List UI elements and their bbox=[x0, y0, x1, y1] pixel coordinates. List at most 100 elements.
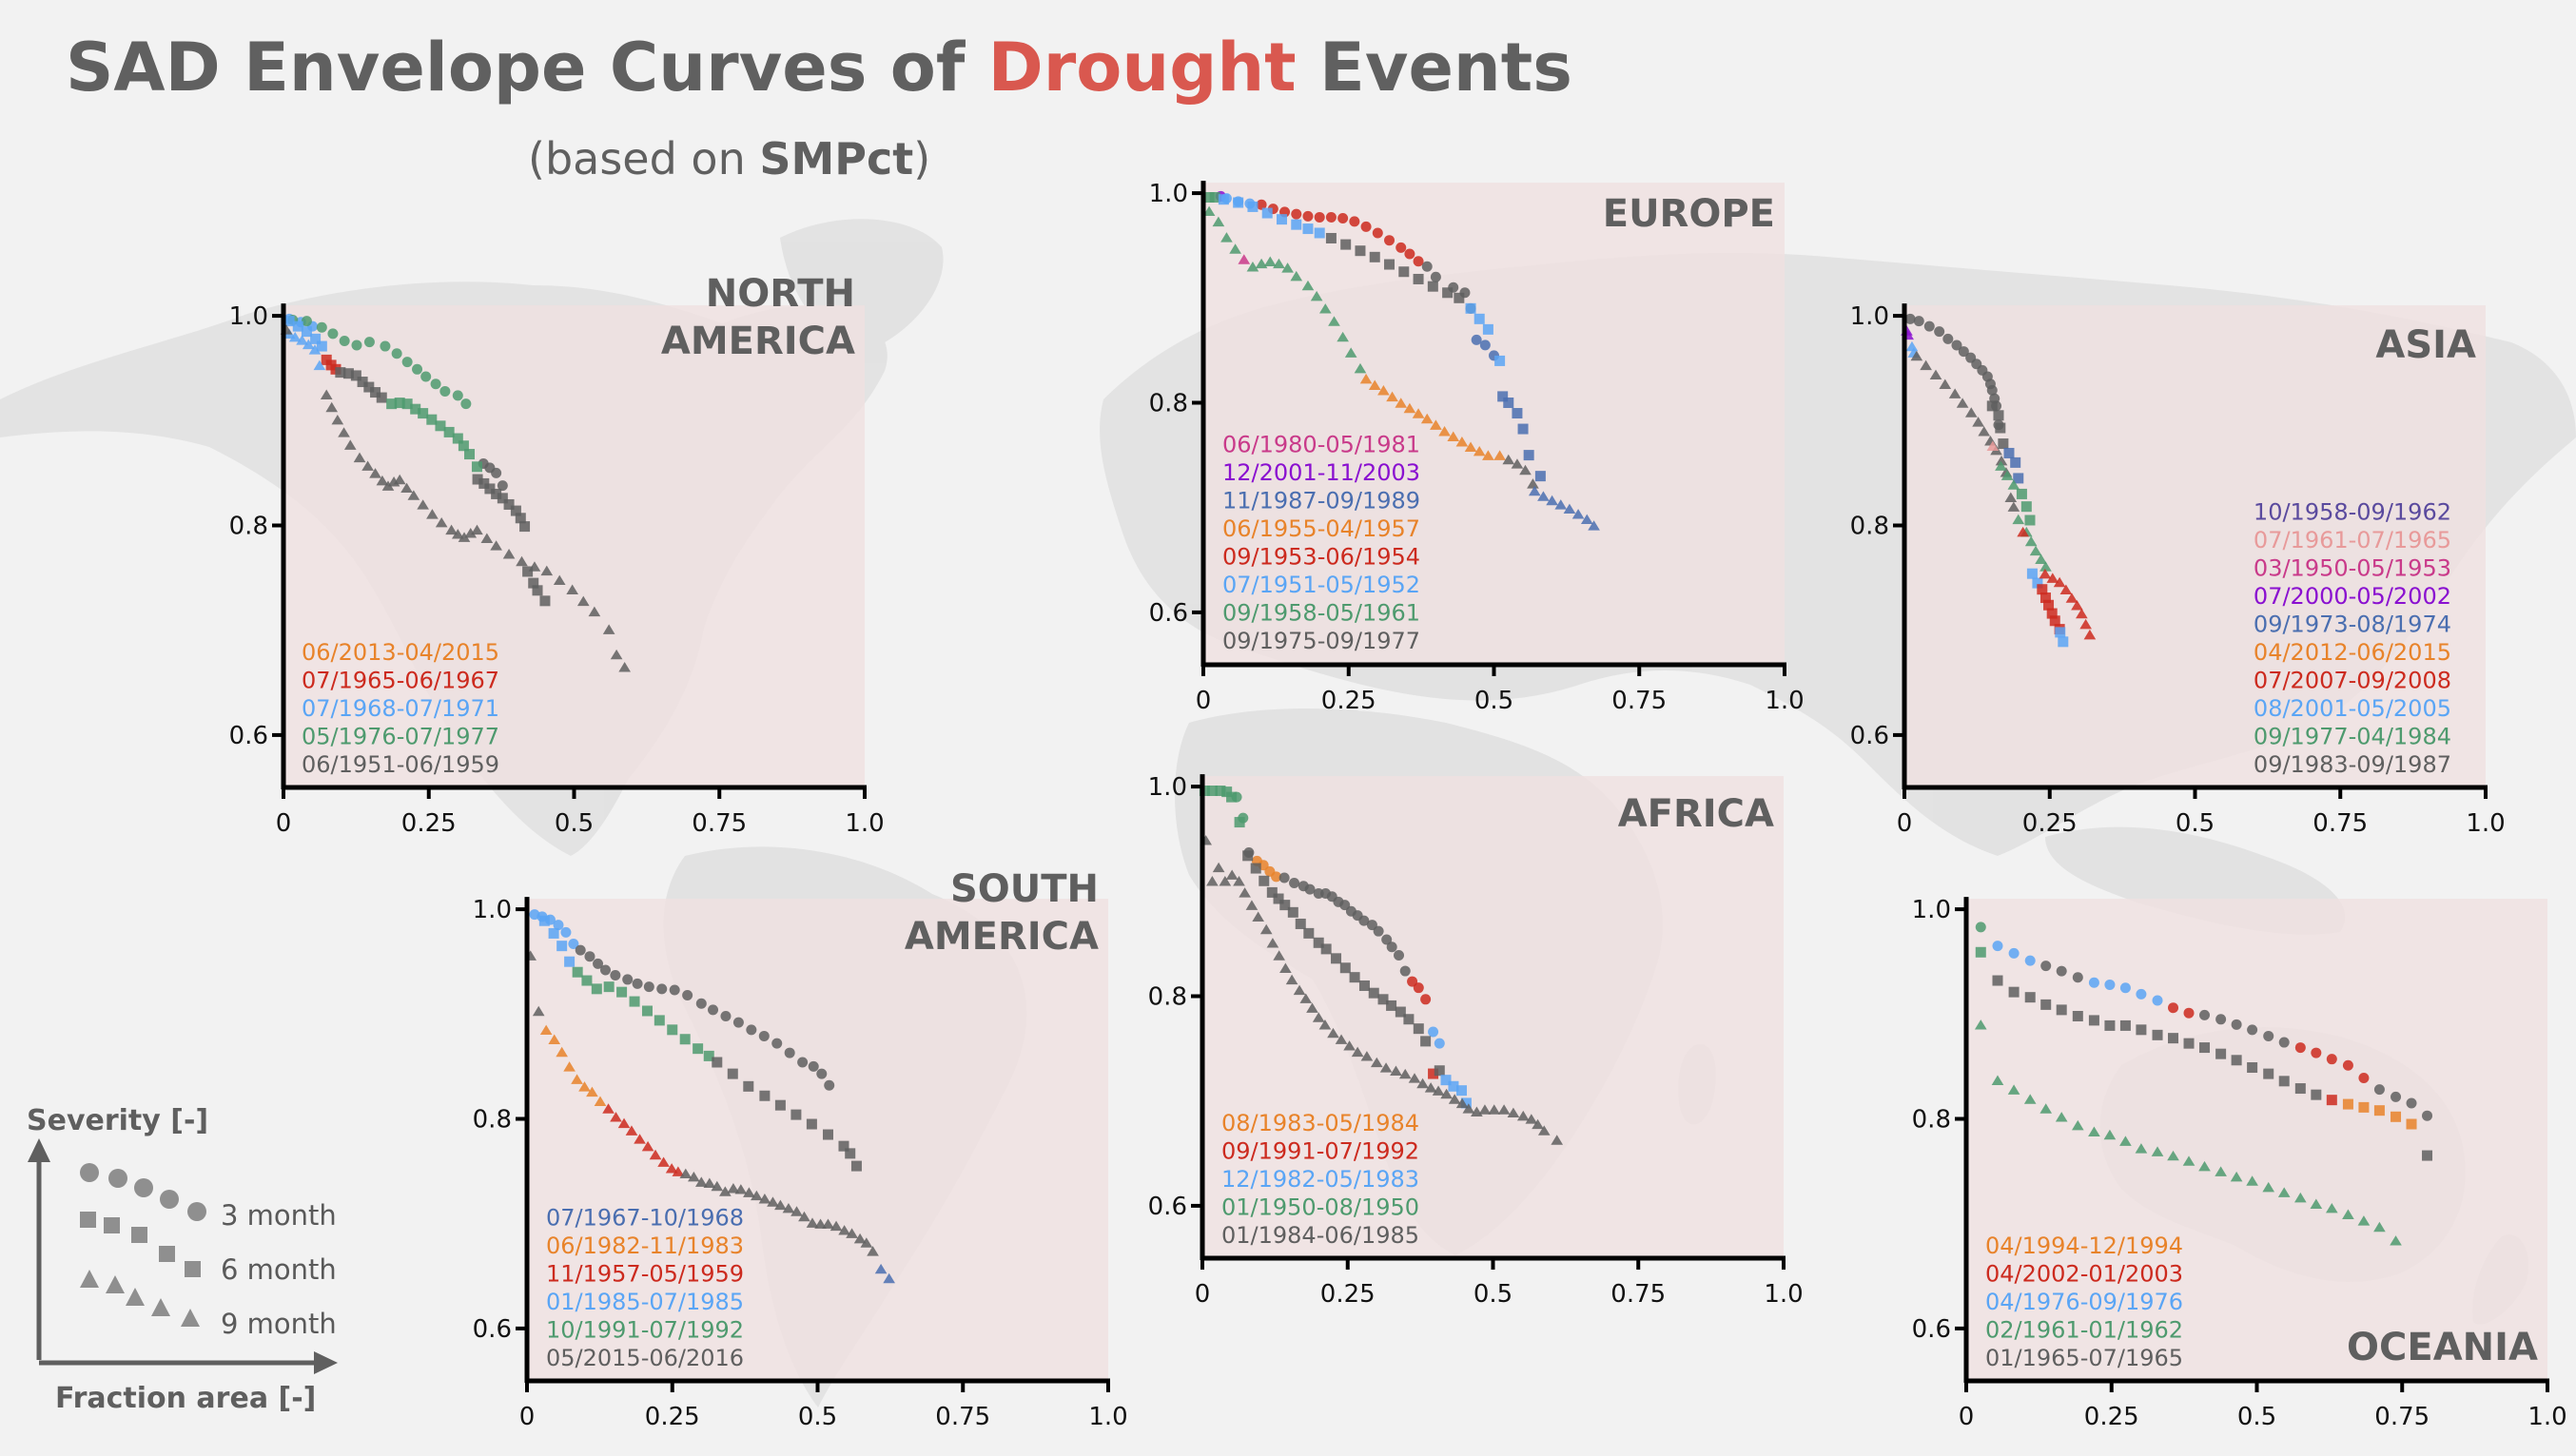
key-label-6-month: 6 month bbox=[221, 1253, 337, 1286]
data-point-6-month bbox=[376, 392, 387, 403]
data-point-6-month bbox=[1427, 281, 1438, 292]
data-point-6-month bbox=[1986, 400, 1998, 412]
region-title: ASIA bbox=[2375, 323, 2476, 367]
data-point-6-month bbox=[1398, 266, 1410, 278]
data-point-6-month bbox=[1428, 1068, 1439, 1079]
data-point-3-month bbox=[1413, 256, 1424, 267]
legend-entry: 03/1950-05/1953 bbox=[2254, 555, 2451, 582]
data-point-3-month bbox=[669, 984, 680, 996]
data-point-9-month bbox=[665, 1163, 678, 1174]
data-point-9-month bbox=[1239, 887, 1251, 898]
data-point-6-month bbox=[667, 1024, 678, 1036]
data-point-9-month bbox=[1398, 1068, 1412, 1079]
panel-africa: AFRICA 0 0.25 0.5 0.75 1.0 0.6 0.8 1.0 08/1983-05… bbox=[1148, 773, 1804, 1309]
data-point-6-month bbox=[1339, 962, 1351, 974]
legend-entry: 08/2001-05/2005 bbox=[2254, 695, 2451, 722]
x-tick-label: 0.75 bbox=[1610, 1280, 1666, 1309]
data-point-9-month bbox=[1301, 280, 1315, 291]
data-point-9-month bbox=[679, 1168, 693, 1179]
data-point-6-month bbox=[1377, 994, 1389, 1005]
x-tick-label: 0.5 bbox=[798, 1403, 837, 1431]
data-point-6-month bbox=[458, 440, 469, 452]
data-point-9-month bbox=[2076, 608, 2088, 619]
y-tick-label: 0.6 bbox=[1148, 1193, 1187, 1221]
panel-legend: 06/2013-04/201507/1965-06/196707/1968-07… bbox=[302, 639, 499, 778]
data-point-9-month bbox=[594, 1096, 607, 1106]
data-point-9-month bbox=[1416, 1077, 1429, 1089]
data-point-9-month bbox=[435, 516, 448, 528]
data-point-6-month bbox=[1226, 791, 1238, 803]
data-point-9-month bbox=[1368, 379, 1381, 390]
data-point-6-month bbox=[1266, 886, 1278, 898]
data-point-3-month bbox=[1395, 242, 1407, 253]
x-tick-label: 0.5 bbox=[1473, 1280, 1512, 1309]
x-tick-label: 0.75 bbox=[2313, 809, 2368, 838]
legend-entry: 07/2007-09/2008 bbox=[2254, 668, 2451, 694]
data-point-6-month bbox=[2046, 608, 2058, 619]
data-point-9-month bbox=[1281, 262, 1294, 273]
y-tick-label: 0.8 bbox=[1850, 513, 1889, 541]
x-tick-label: 0 bbox=[1959, 1403, 1975, 1431]
data-point-6-month bbox=[1975, 946, 1986, 958]
data-point-6-month bbox=[491, 488, 502, 499]
data-point-6-month bbox=[1295, 918, 1306, 929]
data-point-6-month bbox=[452, 433, 463, 444]
data-point-6-month bbox=[1233, 197, 1244, 208]
data-point-9-month bbox=[325, 401, 339, 413]
data-point-9-month bbox=[2012, 514, 2025, 525]
data-point-9-month bbox=[1995, 460, 2007, 471]
data-point-3-month bbox=[2072, 972, 2083, 983]
data-point-9-month bbox=[1939, 379, 1952, 389]
data-point-9-month bbox=[649, 1149, 662, 1160]
data-point-6-month bbox=[1465, 302, 1476, 314]
legend-entry: 12/2001-11/2003 bbox=[1222, 459, 1420, 486]
data-point-6-month bbox=[1995, 422, 2006, 434]
data-point-9-month bbox=[1202, 205, 1216, 217]
data-point-9-month bbox=[2071, 600, 2083, 611]
data-point-3-month bbox=[1339, 900, 1351, 911]
data-point-6-month bbox=[478, 477, 490, 489]
data-point-9-month bbox=[1986, 440, 2000, 451]
x-tick-label: 0 bbox=[1897, 809, 1913, 838]
data-point-3-month bbox=[1404, 248, 1415, 260]
data-points bbox=[1901, 313, 2097, 648]
data-point-9-month bbox=[1525, 1114, 1538, 1124]
data-point-3-month bbox=[1428, 1026, 1439, 1038]
data-point-9-month bbox=[1245, 900, 1259, 910]
data-point-6-month bbox=[2199, 1042, 2211, 1054]
y-tick-label: 1.0 bbox=[229, 302, 268, 331]
data-point-6-month bbox=[443, 426, 455, 437]
data-point-3-month bbox=[610, 970, 621, 981]
data-point-6-month bbox=[1413, 1023, 1424, 1035]
data-point-6-month bbox=[1442, 287, 1454, 299]
data-point-3-month bbox=[363, 337, 375, 348]
data-point-6-month bbox=[2119, 1019, 2131, 1031]
data-point-9-month bbox=[1532, 1118, 1544, 1130]
data-point-3-month bbox=[746, 1024, 757, 1036]
data-point-6-month bbox=[1279, 900, 1291, 911]
data-point-3-month bbox=[816, 1068, 828, 1079]
region-title: OCEANIA bbox=[2347, 1326, 2538, 1369]
data-point-6-month bbox=[591, 983, 602, 995]
data-point-9-month bbox=[528, 561, 541, 572]
x-tick-label: 1.0 bbox=[1088, 1403, 1127, 1431]
x-tick-label: 0.5 bbox=[2176, 809, 2215, 838]
legend-entry: 04/1976-09/1976 bbox=[1985, 1289, 2183, 1315]
data-point-9-month bbox=[353, 452, 366, 463]
data-point-9-month bbox=[571, 1074, 583, 1084]
data-point-6-month bbox=[759, 1090, 771, 1101]
data-point-3-month bbox=[2136, 988, 2147, 1000]
data-point-9-month bbox=[1430, 419, 1442, 430]
region-title-line: SOUTH bbox=[950, 867, 1099, 911]
key-triangle-marker bbox=[151, 1298, 170, 1316]
region-title: SOUTH AMERICA bbox=[905, 867, 1099, 959]
data-point-6-month bbox=[1386, 1000, 1397, 1011]
data-point-3-month bbox=[2199, 1009, 2211, 1020]
data-point-9-month bbox=[1252, 911, 1264, 922]
data-point-9-month bbox=[1448, 1094, 1461, 1104]
data-point-3-month bbox=[1407, 976, 1418, 987]
y-tick-label: 0.8 bbox=[1148, 983, 1187, 1012]
x-tick-label: 0 bbox=[276, 809, 292, 838]
data-point-3-month bbox=[808, 1060, 819, 1072]
